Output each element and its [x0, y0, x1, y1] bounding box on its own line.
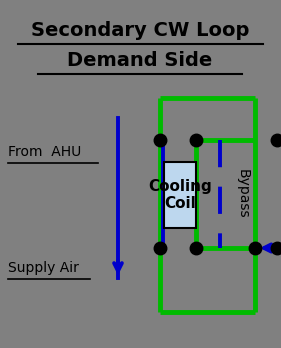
Text: Supply Air: Supply Air	[8, 261, 79, 275]
Text: Demand Side: Demand Side	[67, 50, 213, 70]
Text: Bypass: Bypass	[236, 169, 250, 219]
Text: Secondary CW Loop: Secondary CW Loop	[31, 21, 249, 40]
Text: From  AHU: From AHU	[8, 145, 81, 159]
Bar	[164, 162, 196, 228]
Text: Cooling
Coil: Cooling Coil	[148, 179, 212, 211]
